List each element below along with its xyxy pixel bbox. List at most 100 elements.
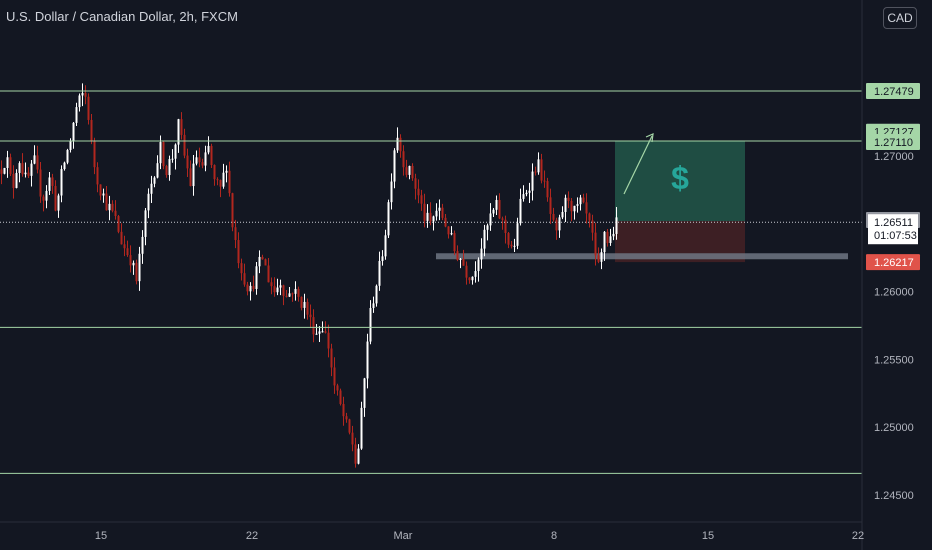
candle-up [378,260,381,286]
y-tick-label: 1.25500 [874,354,914,366]
last-price-value: 1.26511 [874,217,913,229]
candle-down [165,166,168,176]
x-tick-label: 22 [246,530,258,542]
candle-down [420,195,423,204]
candle-up [150,183,153,194]
candle-down [117,216,120,232]
candle-down [180,119,183,135]
candle-down [54,185,57,211]
candle-down [216,179,219,181]
candle-up [600,252,603,262]
profit-zone[interactable] [615,141,745,222]
candle-down [591,220,594,233]
candle-up [72,122,75,141]
candle-down [594,232,597,256]
candle-down [96,167,99,185]
candle-up [360,407,363,449]
candle-down [543,180,546,182]
candle-up [486,225,489,230]
candle-up [375,285,378,304]
candle-up [15,172,18,188]
candle-down [606,231,609,244]
candle-up [531,171,534,191]
candle-down [90,119,93,142]
candle-down [126,248,129,256]
candle-up [294,288,297,294]
candle-down [246,284,249,292]
candle-up [258,256,261,267]
x-tick-label: 22 [852,530,864,542]
candle-down [309,314,312,318]
candle-up [195,157,198,164]
candle-up [57,195,60,211]
candle-down [237,240,240,264]
currency-button[interactable]: CAD [883,7,917,29]
candle-up [363,378,366,408]
price-label: 1.27110 [874,137,913,149]
candle-down [300,296,303,308]
candle-down [183,134,186,156]
candle-down [243,273,246,285]
candle-down [228,170,231,194]
candle-down [354,444,357,464]
candle-down [267,265,270,283]
candle-up [576,204,579,206]
candle-up [303,301,306,308]
candle-up [525,192,528,195]
candle-up [225,170,228,173]
candle-up [492,209,495,214]
candle-up [573,205,576,212]
candle-up [18,163,21,173]
candle-down [234,227,237,241]
candle-down [429,212,432,222]
candle-down [549,197,552,214]
candle-up [168,159,171,176]
candle-down [552,213,555,220]
candle-down [231,193,234,228]
candle-up [249,285,252,292]
support-band[interactable] [436,253,848,260]
candle-down [120,231,123,245]
candle-up [315,333,318,335]
price-label-bg [866,254,920,271]
candle-down [585,202,588,214]
candle-up [33,155,36,164]
candle-up [489,213,492,226]
candle-down [327,332,330,349]
y-tick-label: 1.24500 [874,490,914,502]
candle-up [483,229,486,249]
price-label-bg [866,82,920,99]
candle-up [603,231,606,253]
candle-up [6,157,9,168]
candle-up [387,202,390,236]
candle-up [222,172,225,187]
candle-down [330,348,333,368]
candle-down [312,317,315,335]
candle-up [615,217,618,234]
candle-down [540,159,543,181]
candle-down [333,367,336,386]
countdown-label: 01:07:53 [874,230,917,242]
candle-down [0,169,3,174]
candle-down [567,197,570,201]
y-tick-label: 1.25000 [874,422,914,434]
candle-down [114,210,117,217]
candle-down [186,155,189,169]
candle-up [177,119,180,145]
candle-up [108,203,111,211]
candle-down [546,181,549,198]
candle-down [345,416,348,420]
candle-up [81,93,84,96]
candle-up [435,210,438,217]
candle-down [213,165,216,180]
candle-up [30,163,33,176]
candle-up [192,163,195,187]
x-tick-label: 15 [702,530,714,542]
candle-up [204,152,207,166]
candle-down [51,177,54,186]
candle-up [516,223,519,246]
candle-down [219,180,222,187]
candle-down [351,432,354,445]
candle-up [396,137,399,151]
